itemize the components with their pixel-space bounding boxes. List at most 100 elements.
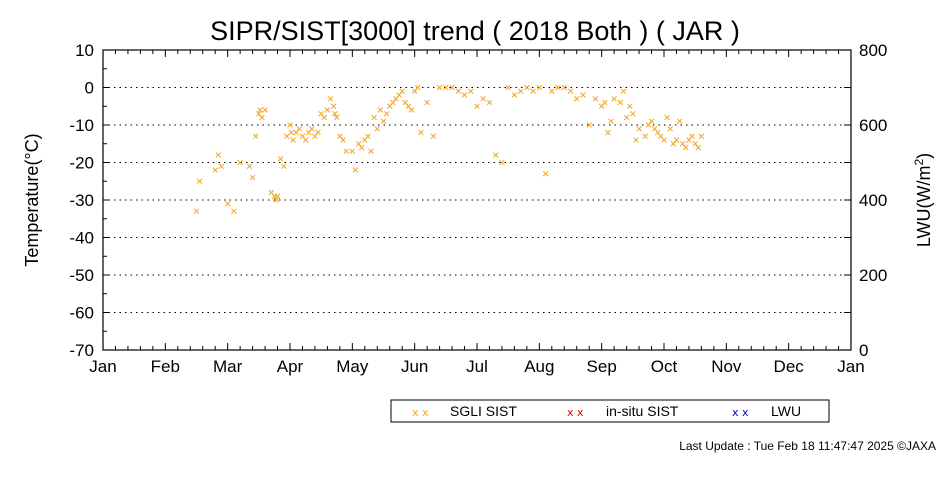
x-tick-label: Jan <box>89 357 116 376</box>
data-point <box>262 107 268 113</box>
data-point <box>511 92 518 98</box>
data-point <box>648 118 655 125</box>
data-point <box>689 133 695 140</box>
data-point <box>196 178 203 185</box>
data-point <box>505 84 511 91</box>
data-point <box>368 148 374 155</box>
legend-label-insitu: in-situ SIST <box>606 403 679 419</box>
y2-label-exp: 2 <box>912 159 926 166</box>
x-tick-label: Jan <box>837 357 864 376</box>
data-point <box>698 133 705 140</box>
y2-label-base: LWU(W/m <box>914 166 934 248</box>
grid-lines <box>103 87 851 313</box>
data-point <box>380 118 387 125</box>
data-point <box>617 99 624 106</box>
data-point <box>218 163 225 170</box>
data-point <box>642 133 649 140</box>
x-tick-label: May <box>336 357 369 376</box>
data-point <box>468 88 474 95</box>
x-tick-label: Nov <box>711 357 742 376</box>
x-tick-label: Aug <box>524 357 554 376</box>
x-tick-label: Jun <box>401 357 428 376</box>
data-point <box>383 110 390 117</box>
data-point <box>449 84 455 91</box>
x-tick-label: Dec <box>774 357 805 376</box>
data-point <box>661 137 667 143</box>
data-point <box>436 84 443 91</box>
data-point <box>215 152 222 158</box>
data-point <box>333 114 340 121</box>
data-point <box>193 208 200 215</box>
data-point <box>608 118 614 125</box>
data-point <box>330 103 337 110</box>
y-axis-label: Temperature(°C) <box>22 133 42 266</box>
data-point <box>377 107 384 113</box>
data-point <box>284 133 290 140</box>
data-point <box>340 137 346 143</box>
data-point <box>415 84 421 91</box>
data-point <box>530 88 536 95</box>
data-point <box>524 84 530 91</box>
y-tick-label: -40 <box>69 229 94 248</box>
data-point <box>492 152 499 158</box>
legend-box <box>390 399 830 423</box>
data-point <box>277 155 284 162</box>
legend-label-lwu: LWU <box>771 403 801 419</box>
data-point <box>664 114 670 121</box>
data-point <box>567 88 574 95</box>
x-tick-label: Sep <box>587 357 617 376</box>
data-point <box>365 133 371 140</box>
last-update-footer: Last Update : Tue Feb 18 11:47:47 2025 ©… <box>679 439 936 453</box>
data-point <box>302 137 309 143</box>
data-point <box>352 167 359 173</box>
data-point <box>499 159 505 166</box>
data-point <box>630 110 636 117</box>
data-point <box>517 88 524 95</box>
data-point <box>611 95 617 102</box>
data-point <box>315 129 321 136</box>
y2-axis-label: LWU(W/m2) <box>912 153 934 247</box>
data-point <box>474 103 480 110</box>
data-point <box>486 99 493 106</box>
legend-marker-sgli: x x <box>412 406 429 419</box>
data-point <box>676 118 683 125</box>
legend: x x SGLI SIST x x in-situ SIST x x LWU <box>390 399 830 423</box>
data-point <box>399 88 405 95</box>
data-point <box>424 99 430 106</box>
y2-tick-label: 800 <box>859 41 887 60</box>
data-point <box>418 129 424 136</box>
data-point <box>605 129 611 136</box>
y-tick-label: -70 <box>69 341 94 360</box>
x-tick-label: Oct <box>651 357 678 376</box>
data-point <box>695 144 702 151</box>
data-point <box>480 95 486 102</box>
data-point <box>237 159 243 166</box>
data-point <box>281 163 287 170</box>
data-point <box>212 167 218 173</box>
data-point <box>257 107 263 113</box>
data-point <box>332 110 338 117</box>
data-point <box>586 122 592 128</box>
sgli-sist-points <box>193 84 705 215</box>
data-point <box>633 137 639 143</box>
data-point <box>443 84 449 91</box>
data-point <box>555 84 561 91</box>
data-point <box>536 84 543 91</box>
y-tick-label: -30 <box>69 191 94 210</box>
y-axis-ticks: 10 0 -10 -20 -30 -40 -50 -60 -70 <box>69 41 851 360</box>
data-point <box>273 197 280 203</box>
data-point <box>620 88 627 95</box>
data-point <box>636 125 642 132</box>
data-point <box>580 92 586 98</box>
x-tick-label: Jul <box>466 357 488 376</box>
data-point <box>683 144 689 151</box>
data-point <box>592 95 599 102</box>
data-point <box>371 114 377 121</box>
data-point <box>296 125 303 132</box>
data-point <box>667 125 673 132</box>
data-point <box>252 133 259 140</box>
data-point <box>290 137 296 143</box>
legend-label-sgli: SGLI SIST <box>450 403 517 419</box>
x-tick-label: Apr <box>277 357 304 376</box>
